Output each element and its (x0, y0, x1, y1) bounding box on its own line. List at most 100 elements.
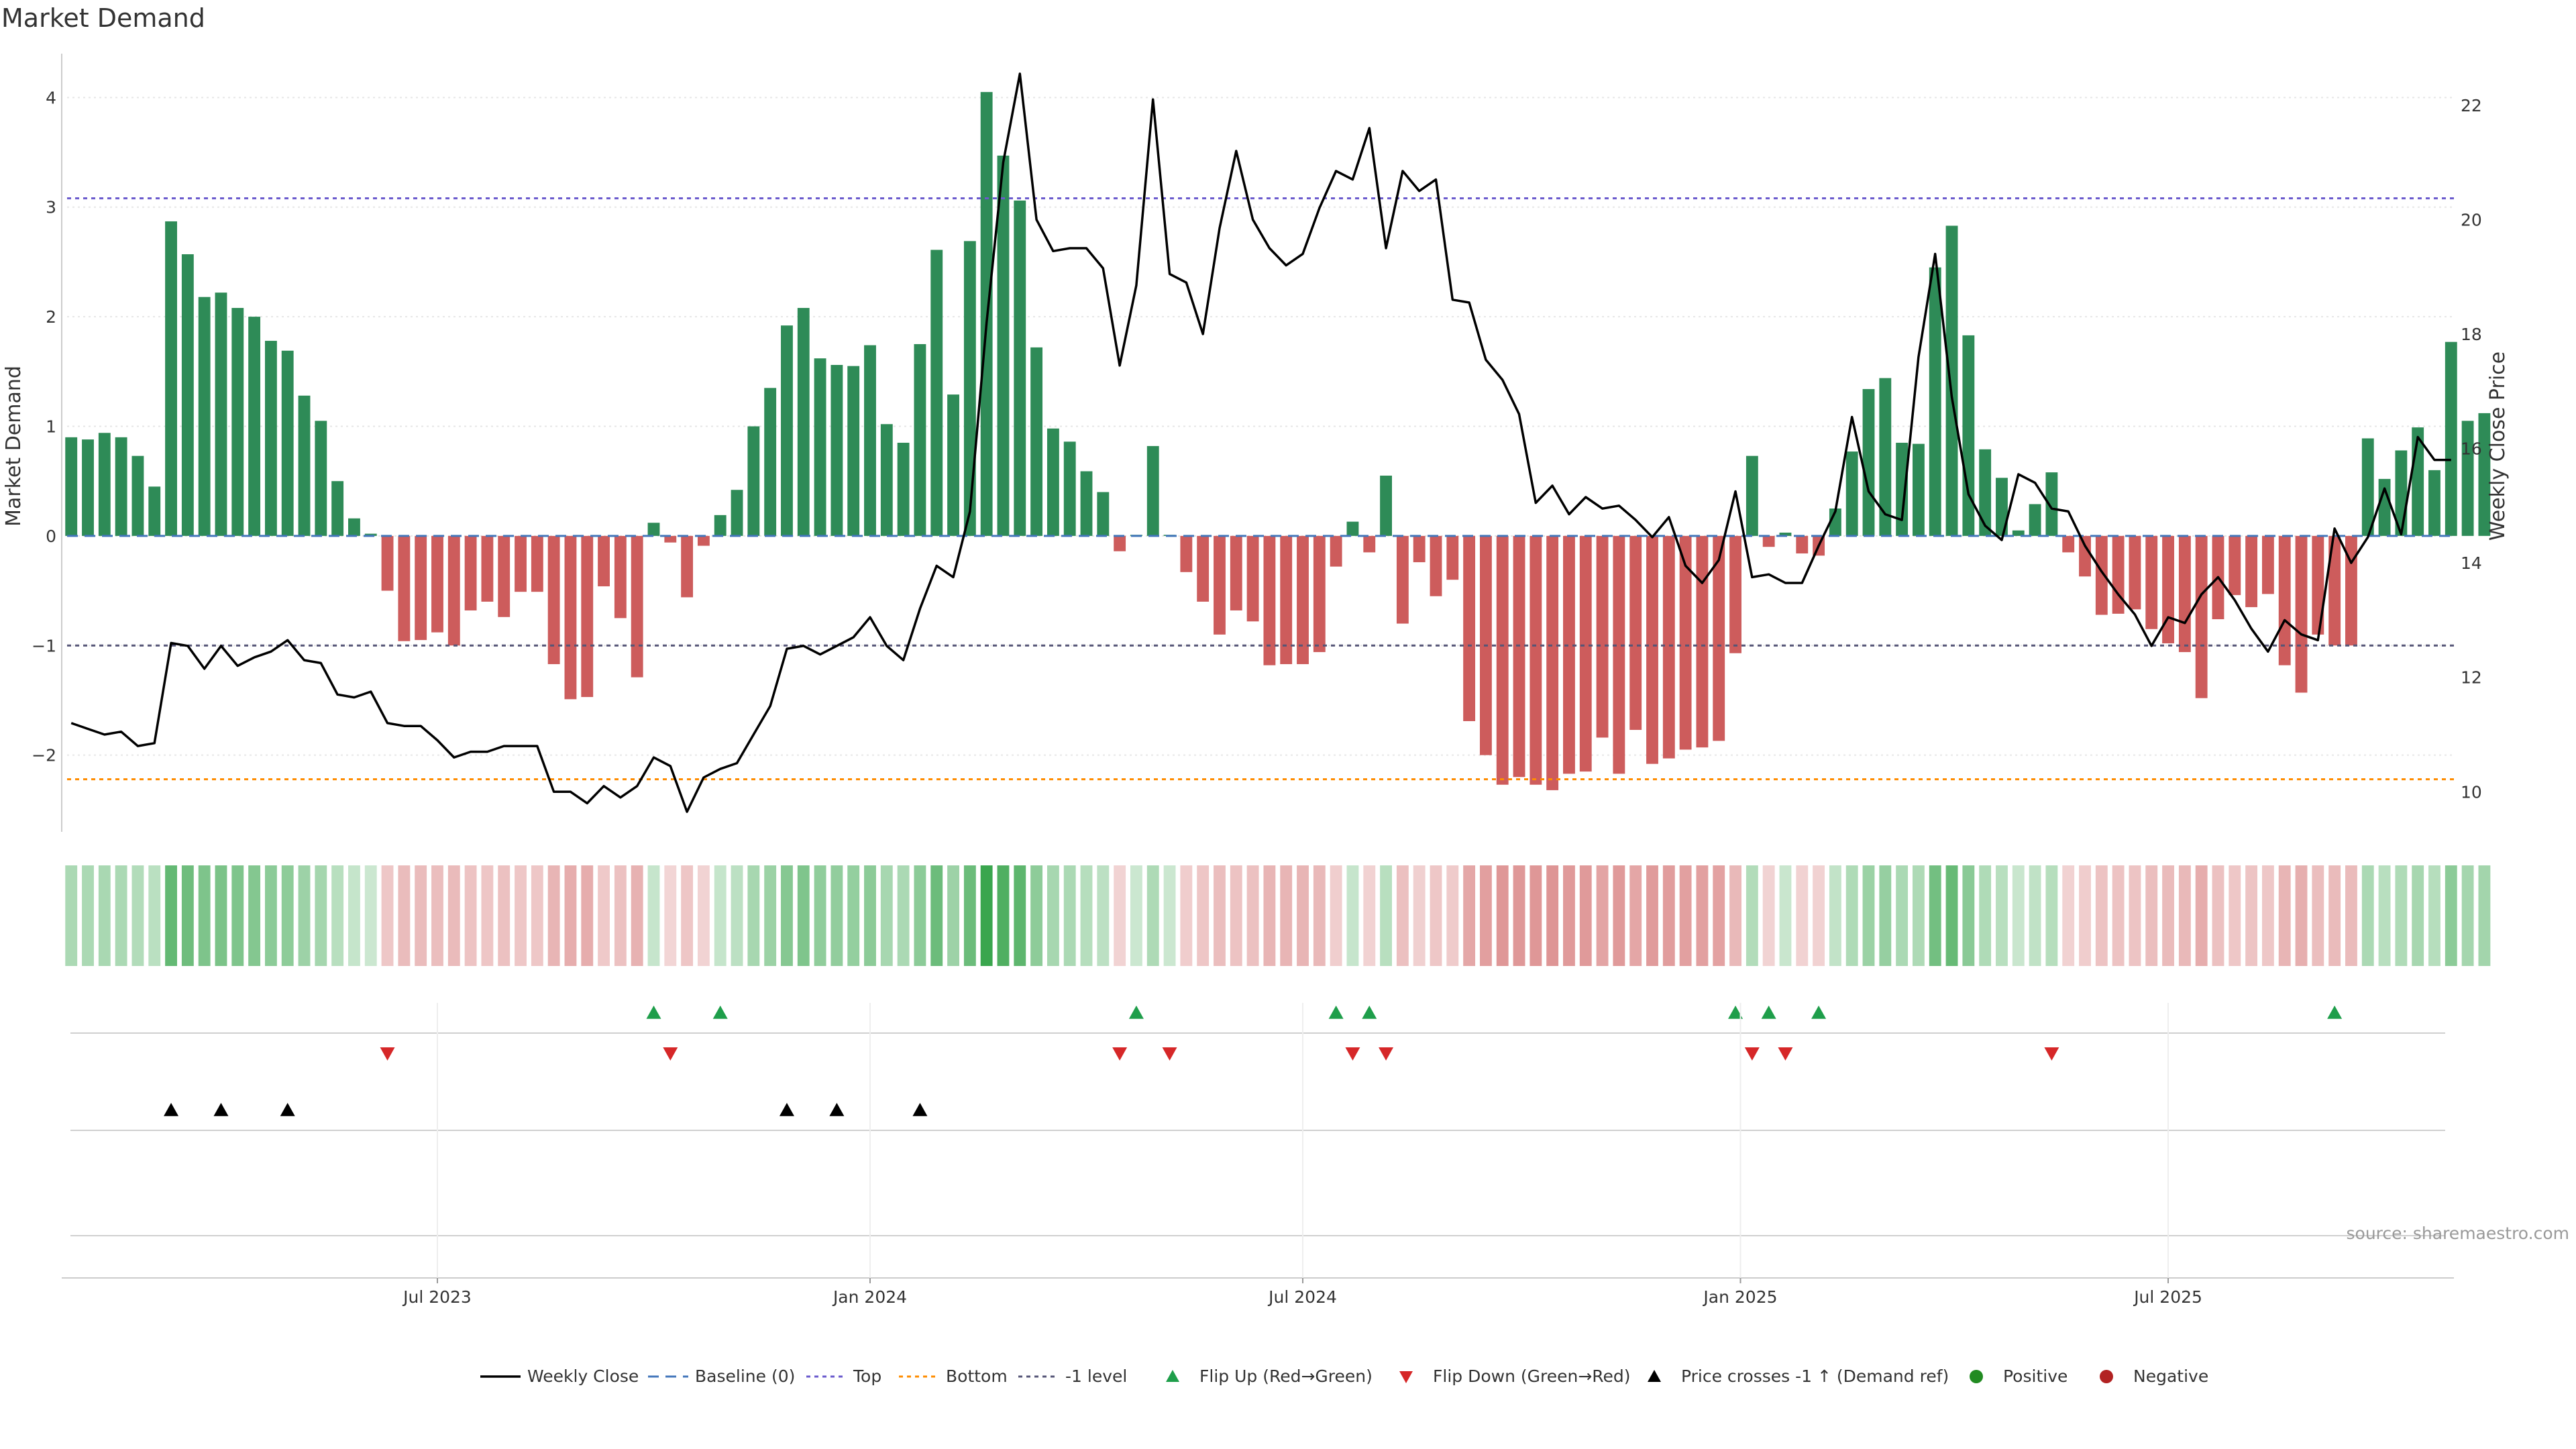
y-tick-label: 3 (46, 198, 56, 217)
heat-cell (348, 865, 360, 966)
flip-up-marker (1328, 1006, 1344, 1019)
demand-bar-negative (447, 535, 460, 646)
demand-bar-negative (1579, 535, 1592, 772)
demand-bar-negative (1396, 535, 1409, 624)
demand-bar-positive (348, 518, 360, 536)
heat-cell (631, 865, 643, 966)
heat-cell (1596, 865, 1609, 966)
heat-cell (2112, 865, 2125, 966)
heat-cell (2178, 865, 2191, 966)
demand-bar-positive (1346, 521, 1359, 536)
heat-cell (2312, 865, 2324, 966)
heat-cell (564, 865, 577, 966)
demand-bar-positive (1779, 532, 1792, 536)
demand-bar-positive (2461, 421, 2474, 536)
demand-bar-positive (997, 155, 1010, 536)
source-note: source: sharemaestro.com (2347, 1224, 2570, 1243)
demand-bar-negative (2278, 535, 2291, 665)
demand-bar-negative (1197, 535, 1210, 602)
demand-bar-negative (1762, 535, 1775, 547)
heat-cell (2129, 865, 2141, 966)
heat-cell (398, 865, 411, 966)
heat-cell (1396, 865, 1409, 966)
heat-cell (2445, 865, 2457, 966)
flip-up-marker (1362, 1006, 1377, 1019)
flip-down-marker (1345, 1047, 1360, 1061)
heat-cell (1862, 865, 1875, 966)
heat-cell (781, 865, 793, 966)
heat-cell (264, 865, 277, 966)
demand-bar-positive (1962, 335, 1975, 536)
heat-cell (2478, 865, 2491, 966)
heat-cell (681, 865, 694, 966)
heat-cell (581, 865, 594, 966)
demand-bar-positive (1862, 388, 1875, 536)
demand-bar-negative (1796, 535, 1809, 554)
heat-cell (1263, 865, 1276, 966)
flip-down-marker (380, 1047, 395, 1061)
demand-bar-positive (165, 221, 177, 536)
demand-bar-negative (415, 535, 427, 641)
heat-cell (1563, 865, 1575, 966)
demand-bar-positive (880, 424, 893, 536)
heat-cell (115, 865, 127, 966)
heat-cell (1762, 865, 1775, 966)
heat-cell (2012, 865, 2025, 966)
flip-up-marker (712, 1006, 728, 1019)
heat-cell (1280, 865, 1293, 966)
demand-bar-negative (581, 535, 594, 698)
price-cross-marker (280, 1103, 295, 1116)
demand-bar-positive (181, 254, 194, 536)
heat-cell (2278, 865, 2291, 966)
demand-bar-negative (2095, 535, 2108, 615)
heat-cell (1613, 865, 1625, 966)
flip-down-marker (1162, 1047, 1177, 1061)
demand-bar-negative (631, 535, 643, 678)
demand-bar-positive (830, 365, 843, 536)
demand-bar-positive (2012, 530, 2025, 536)
heat-cell (1130, 865, 1142, 966)
demand-bar-positive (281, 350, 294, 536)
demand-bar-negative (2229, 535, 2241, 596)
demand-bar-negative (2295, 535, 2308, 693)
heat-cell (148, 865, 161, 966)
y2-tick-label: 22 (2461, 96, 2482, 115)
heat-cell (2261, 865, 2274, 966)
demand-bar-positive (1996, 478, 2008, 536)
demand-bar-negative (1696, 535, 1709, 748)
heat-cell (364, 865, 377, 966)
heat-cell (1662, 865, 1675, 966)
flip-up-marker (1128, 1006, 1144, 1019)
heat-cell (1297, 865, 1309, 966)
heat-cell (1430, 865, 1442, 966)
heat-cell (963, 865, 976, 966)
heat-cell (215, 865, 227, 966)
heat-cell (1945, 865, 1958, 966)
heat-cell (947, 865, 959, 966)
demand-heat-strip (65, 865, 2491, 966)
heat-cell (1180, 865, 1193, 966)
heat-cell (1063, 865, 1076, 966)
price-cross-marker (164, 1103, 179, 1116)
heat-cell (331, 865, 344, 966)
demand-bar-positive (914, 343, 926, 536)
heat-cell (1729, 865, 1741, 966)
legend-label: Negative (2133, 1366, 2208, 1386)
demand-bar-negative (1313, 535, 1326, 653)
y-tick-label: 4 (46, 88, 56, 107)
y2-tick-label: 20 (2461, 210, 2482, 229)
demand-bar-positive (1945, 225, 1958, 536)
heat-cell (447, 865, 460, 966)
heat-cell (2145, 865, 2158, 966)
legend-swatch-positive (1970, 1370, 1983, 1383)
heat-cell (2361, 865, 2374, 966)
heat-cell (2079, 865, 2091, 966)
y2-axis-label: Weekly Close Price (2486, 352, 2510, 541)
demand-bar-positive (2478, 413, 2491, 536)
heat-cell (797, 865, 810, 966)
reference-lines (67, 197, 2455, 781)
demand-bar-negative (1629, 535, 1642, 731)
flip-down-marker (2044, 1047, 2059, 1061)
demand-bar-positive (331, 481, 344, 536)
